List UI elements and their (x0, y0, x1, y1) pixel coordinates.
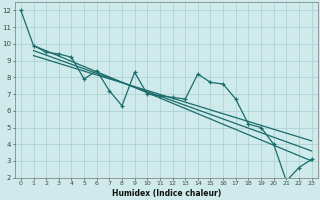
X-axis label: Humidex (Indice chaleur): Humidex (Indice chaleur) (112, 189, 221, 198)
